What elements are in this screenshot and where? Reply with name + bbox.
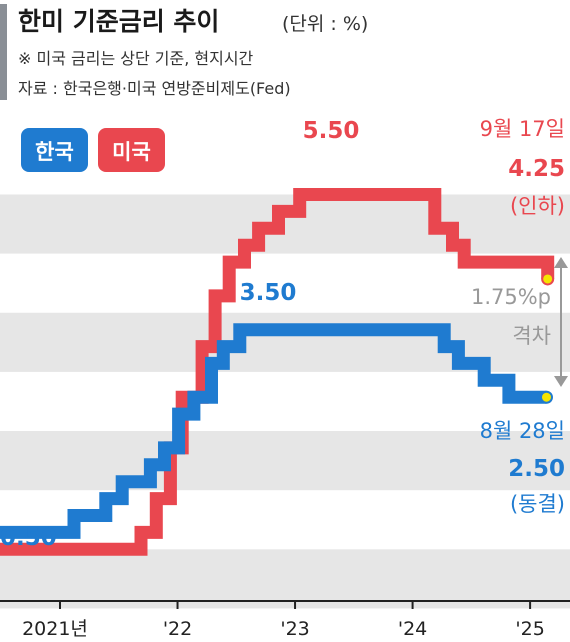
series-lines <box>0 188 555 556</box>
legend: 한국 미국 <box>21 128 165 172</box>
gap-arrow <box>554 257 568 387</box>
legend-swatch-us <box>98 128 165 172</box>
unit-label: (단위 : %) <box>282 13 368 35</box>
legend-swatch-korea <box>21 128 88 172</box>
end-marker-korea <box>539 390 553 404</box>
grid-band <box>0 549 570 609</box>
gap-text-label: 격차 <box>512 324 551 348</box>
us-peak-label: 5.50 <box>303 118 360 144</box>
us-date-label: 9월 17일 <box>480 117 565 141</box>
legend-label-us: 미국 <box>112 140 151 164</box>
chart-title: 한미 기준금리 추이 <box>18 7 219 36</box>
gap-value-label: 1.75%p <box>471 285 551 309</box>
x-tick-label: '25 <box>515 618 544 640</box>
x-tick-label: '22 <box>163 618 192 640</box>
end-markers <box>539 272 555 404</box>
note-text: ※ 미국 금리는 상단 기준, 현지시간 <box>18 49 254 68</box>
grid-bands <box>0 194 570 609</box>
kr-note-label: (동결) <box>510 492 565 516</box>
series-line-korea <box>0 323 547 539</box>
end-marker-us <box>541 272 555 286</box>
source-text: 자료 : 한국은행·미국 연방준비제도(Fed) <box>18 79 291 98</box>
x-tick-label: '24 <box>398 618 427 640</box>
kr-date-label: 8월 28일 <box>480 419 565 443</box>
us-value-label: 4.25 <box>508 156 565 182</box>
header-accent-bar <box>0 4 7 100</box>
series-line-us <box>0 188 555 556</box>
grid-band <box>0 431 570 491</box>
kr-value-label: 2.50 <box>508 456 565 482</box>
x-axis: 2021년 '22 '23 '24 '25 <box>0 600 570 640</box>
x-tick-label: '23 <box>280 618 309 640</box>
legend-label-korea: 한국 <box>35 140 74 164</box>
us-note-label: (인하) <box>510 194 565 218</box>
kr-peak-label: 3.50 <box>240 280 297 306</box>
kr-start-label: 0.50 <box>0 525 57 551</box>
x-tick-label: 2021년 <box>22 618 88 640</box>
